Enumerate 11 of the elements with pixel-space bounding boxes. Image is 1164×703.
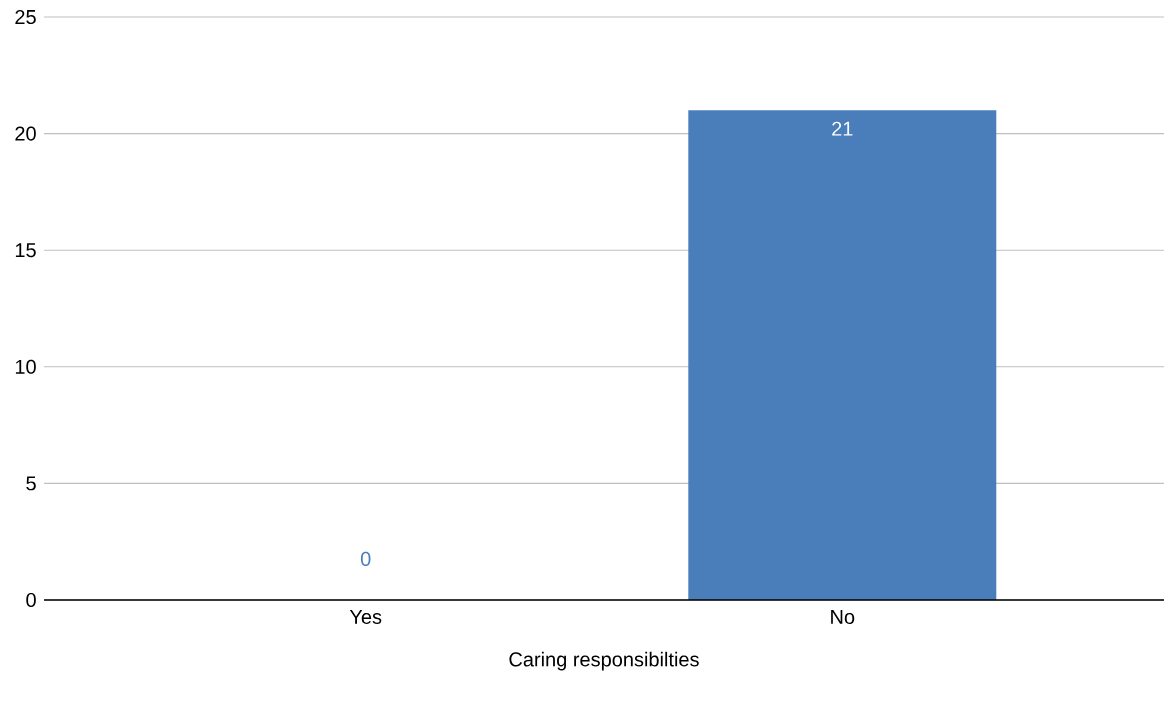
y-tick-label: 20 (15, 126, 36, 141)
y-tick-label: 10 (15, 359, 36, 374)
data-label: 0 (360, 551, 371, 566)
data-label: 21 (832, 121, 853, 136)
y-tick-label: 0 (26, 592, 36, 608)
y-tick-label: 5 (26, 476, 36, 491)
x-tick-label: Yes (349, 610, 382, 624)
y-tick-label: 15 (15, 243, 36, 258)
x-tick-label: No (831, 610, 855, 624)
x-axis-title: Caring responsibilties (509, 651, 699, 671)
y-tick-label: 25 (15, 9, 36, 25)
